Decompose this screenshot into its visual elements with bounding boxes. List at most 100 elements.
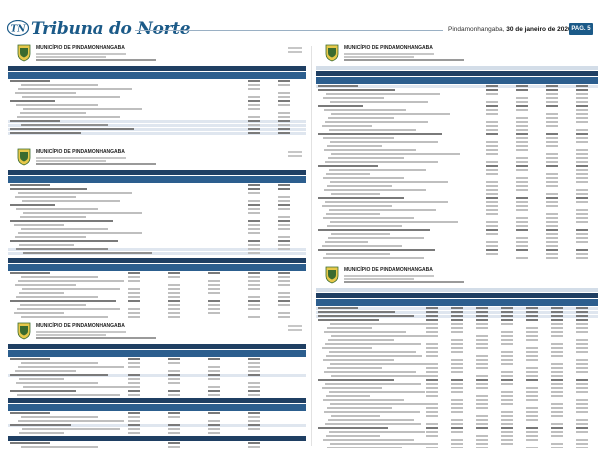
row-label: [18, 192, 132, 194]
row-value: [128, 378, 140, 380]
row-value: [278, 80, 290, 82]
row-value: [576, 165, 588, 167]
row-value: [168, 382, 180, 384]
row-value: [168, 370, 180, 372]
report-title: MUNICÍPIO DE PINDAMONHANGABA: [36, 45, 125, 51]
row-value: [516, 149, 528, 151]
row-value: [476, 347, 488, 349]
row-value: [516, 221, 528, 223]
row-value: [278, 84, 290, 86]
row-label: [15, 92, 76, 94]
table-row: [316, 383, 598, 386]
row-value: [576, 339, 588, 341]
row-value: [576, 447, 588, 448]
table-row: [316, 311, 598, 314]
row-value: [551, 315, 563, 317]
row-label: [329, 351, 416, 353]
row-value: [476, 423, 488, 425]
table-row: [316, 343, 598, 346]
row-value: [551, 367, 563, 369]
row-value: [278, 276, 290, 278]
row-value: [248, 184, 260, 186]
table-row: [316, 185, 598, 188]
row-label: [329, 209, 436, 211]
table-rows: [8, 80, 306, 135]
row-value: [278, 316, 290, 318]
row-value: [426, 423, 438, 425]
row-label: [20, 304, 86, 306]
row-value: [551, 335, 563, 337]
row-label: [15, 370, 76, 372]
row-value: [426, 371, 438, 373]
table-row: [8, 394, 306, 397]
row-value: [576, 221, 588, 223]
row-value: [208, 366, 220, 368]
row-label: [22, 200, 120, 202]
row-value: [248, 280, 260, 282]
row-value: [128, 288, 140, 290]
row-label: [331, 233, 390, 235]
row-value: [168, 358, 180, 360]
row-value: [576, 209, 588, 211]
row-value: [551, 343, 563, 345]
report-block: MUNICÍPIO DE PINDAMONHANGABA: [316, 43, 598, 261]
row-label: [318, 89, 395, 91]
table-row: [316, 173, 598, 176]
row-value: [526, 439, 538, 441]
row-value: [248, 412, 260, 414]
table-row: [8, 188, 306, 191]
row-value: [476, 335, 488, 337]
row-value: [551, 347, 563, 349]
row-label: [318, 379, 394, 381]
row-value: [168, 432, 180, 434]
row-value: [576, 311, 588, 313]
row-value: [248, 428, 260, 430]
row-value: [576, 257, 588, 259]
row-value: [426, 351, 438, 353]
row-value: [546, 121, 558, 123]
row-value: [248, 374, 260, 376]
row-value: [248, 276, 260, 278]
row-label: [22, 428, 120, 430]
row-label: [328, 339, 394, 341]
table-rows: [316, 85, 598, 260]
table-row: [316, 315, 598, 318]
table-row: [316, 97, 598, 100]
row-value: [576, 407, 588, 409]
row-value: [128, 394, 140, 396]
row-value: [486, 165, 498, 167]
table-row: [316, 347, 598, 350]
table-row: [8, 442, 306, 445]
row-label: [324, 411, 420, 413]
table-header: [316, 293, 598, 298]
row-label: [318, 307, 358, 309]
row-value: [576, 93, 588, 95]
row-value: [168, 276, 180, 278]
row-value: [486, 125, 498, 127]
row-value: [476, 327, 488, 329]
row-label: [326, 93, 440, 95]
row-value: [128, 312, 140, 314]
edition-date: Pindamonhangaba, 30 de janeiro de 2026: [448, 26, 572, 33]
row-value: [248, 300, 260, 302]
row-value: [426, 431, 438, 433]
row-label: [327, 327, 372, 329]
row-value: [451, 327, 463, 329]
row-label: [16, 382, 98, 384]
row-value: [576, 343, 588, 345]
row-label: [328, 419, 414, 421]
row-value: [546, 225, 558, 227]
row-label: [20, 216, 86, 218]
table-row: [316, 153, 598, 156]
row-value: [546, 233, 558, 235]
row-value: [486, 85, 498, 87]
report-block: MUNICÍPIO DE PINDAMONHANGABA: [8, 43, 306, 143]
row-value: [501, 415, 513, 417]
table-row: [8, 84, 306, 87]
row-label: [326, 253, 390, 255]
row-value: [546, 113, 558, 115]
row-value: [546, 173, 558, 175]
row-label: [18, 232, 142, 234]
row-value: [248, 316, 260, 318]
row-value: [546, 213, 558, 215]
